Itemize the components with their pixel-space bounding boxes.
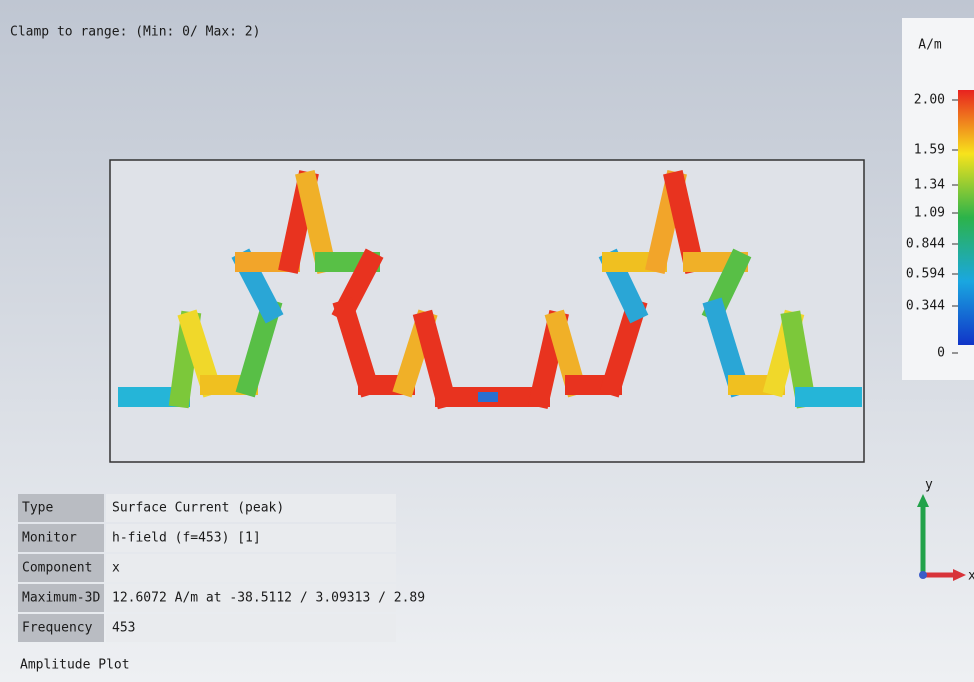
antenna-segment [792,322,805,397]
screen: Clamp to range: (Min: 0/ Max: 2) A/m 2.0… [0,0,974,682]
axis-origin [919,571,927,579]
colorbar-tick-label: 1.59 [914,143,945,158]
info-table: Type Surface Current (peak) Monitor h-field… [18,494,425,642]
colorbar-tick-label: 1.09 [914,206,945,221]
colorbar-tick-label: 0.594 [906,267,945,282]
info-value: h-field (f=453) [1] [112,531,261,546]
colorbar-tick-label: 2.00 [914,93,945,108]
colorbar-unit: A/m [918,38,942,53]
colorbar [958,90,974,345]
info-value-cell [106,614,396,642]
substrate-frame [110,160,864,462]
info-value-cell [106,554,396,582]
info-value: x [112,561,120,576]
info-value: Surface Current (peak) [112,501,284,516]
info-label: Type [22,501,53,516]
info-label: Frequency [22,621,93,636]
info-label: Monitor [22,531,77,546]
info-label: Component [22,561,92,576]
info-value: 453 [112,621,135,636]
info-footer: Amplitude Plot [20,658,130,673]
clamp-label: Clamp to range: (Min: 0/ Max: 2) [10,25,260,40]
colorbar-tick-label: 1.34 [914,178,945,193]
x-axis-label: x [968,569,974,584]
info-value: 12.6072 A/m at -38.5112 / 3.09313 / 2.89 [112,591,425,606]
colorbar-tick-label: 0.344 [906,299,945,314]
y-axis-label: y [925,478,933,493]
colorbar-tick-label: 0.844 [906,237,945,252]
info-label: Maximum-3D [22,591,100,606]
colorbar-tick-label: 0 [937,346,945,361]
feed-port [478,392,498,402]
